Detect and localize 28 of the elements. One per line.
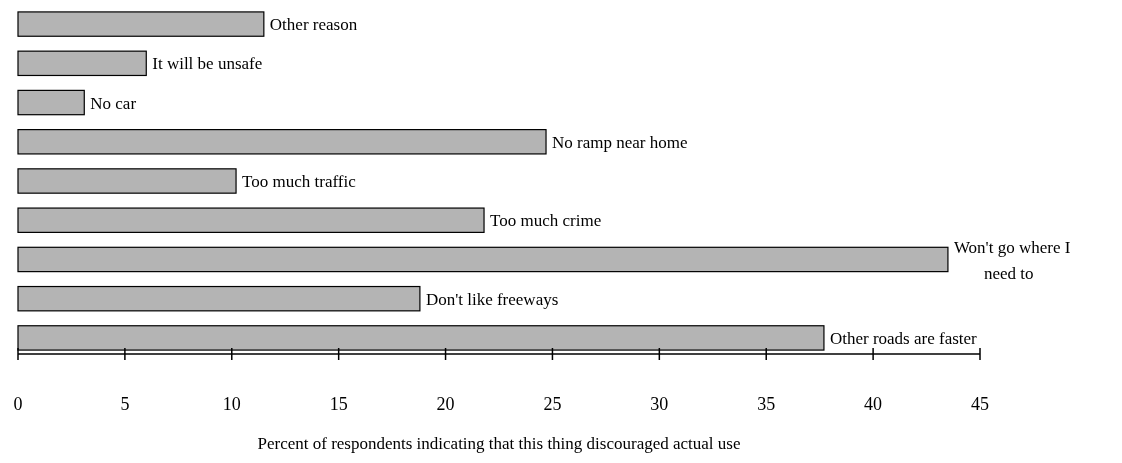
y-tick-label: Other roads are faster — [829, 328, 978, 348]
y-tick-label: No ramp near home — [552, 132, 688, 152]
x-tick-label: 20 — [436, 394, 455, 414]
bar — [17, 168, 237, 194]
bar — [17, 89, 85, 116]
bar — [17, 129, 547, 155]
y-tick-label: Too much traffic — [242, 172, 357, 191]
bar — [17, 11, 265, 37]
x-tick-label: 5 — [120, 394, 130, 414]
y-tick-label: Other reason — [269, 15, 358, 35]
bar — [17, 50, 147, 77]
x-axis-title: Percent of respondents indicating that this thing discouraged actual use — [257, 434, 741, 453]
y-tick-label: No car — [90, 93, 137, 113]
x-tick-label: 45 — [971, 394, 989, 414]
y-tick-label: It will be unsafe — [152, 54, 263, 74]
x-tick-label: 30 — [650, 394, 669, 414]
bar — [17, 285, 421, 312]
x-tick-label: 10 — [222, 394, 241, 414]
bar — [17, 207, 485, 233]
x-tick-label: 40 — [864, 394, 883, 414]
x-tick-label: 0 — [13, 394, 23, 414]
x-tick-label: 25 — [543, 394, 562, 414]
x-tick-label: 35 — [757, 394, 776, 414]
y-tick-label: Too much crime — [490, 211, 602, 231]
x-tick-label: 15 — [329, 394, 348, 414]
y-tick-label: Don't like freeways — [425, 289, 559, 309]
bar — [17, 246, 949, 273]
y-tick-label: Won't go where I need to — [953, 238, 1071, 284]
